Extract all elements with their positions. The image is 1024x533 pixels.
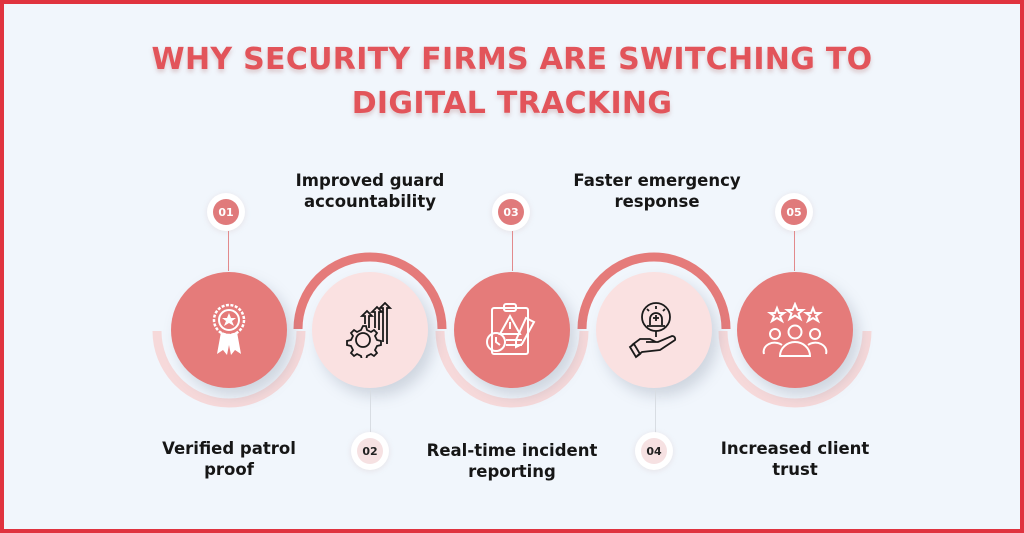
- clipboard-alert-clock-icon: [486, 303, 536, 355]
- bottom-arc-03: [435, 330, 589, 408]
- step-circle-01: [171, 272, 287, 388]
- title-line-1: WHY SECURITY FIRMS ARE SWITCHING TO: [151, 42, 873, 77]
- step-number-badge-04: 04: [635, 432, 673, 470]
- step-label-03: Real-time incident reporting: [426, 441, 598, 481]
- connector-arcs: [152, 252, 872, 408]
- step-number-badge-01: 01: [207, 193, 245, 231]
- step-circle-03: [454, 272, 570, 388]
- stem-03: [512, 231, 513, 271]
- step-number-badge-02: 02: [351, 432, 389, 470]
- stem-04: [655, 389, 656, 434]
- gear-growth-arrows-icon: [346, 302, 393, 358]
- stem-05: [794, 231, 795, 271]
- top-arc-04: [577, 252, 731, 330]
- step-label-04: Faster emergency response: [573, 171, 741, 211]
- step-label-01: Verified patrol proof: [162, 439, 296, 479]
- people-stars-icon: [762, 302, 828, 357]
- step-label-02: Improved guard accountability: [295, 171, 445, 211]
- step-circle-02: [312, 272, 428, 388]
- top-arc-02: [293, 252, 447, 330]
- bottom-arc-01: [152, 330, 306, 408]
- step-number-badge-03: 03: [492, 193, 530, 231]
- title-line-2: DIGITAL TRACKING: [351, 86, 673, 121]
- step-number-badge-05: 05: [775, 193, 813, 231]
- hand-siren-icon: [628, 302, 677, 359]
- award-ribbon-icon: [212, 303, 246, 355]
- page-title: WHY SECURITY FIRMS ARE SWITCHING TO DIGI…: [4, 38, 1020, 126]
- step-circle-04: [596, 272, 712, 388]
- stem-02: [370, 389, 371, 434]
- stem-01: [228, 231, 229, 271]
- step-label-05: Increased client trust: [720, 439, 870, 479]
- bottom-arc-05: [718, 330, 872, 408]
- step-circle-05: [737, 272, 853, 388]
